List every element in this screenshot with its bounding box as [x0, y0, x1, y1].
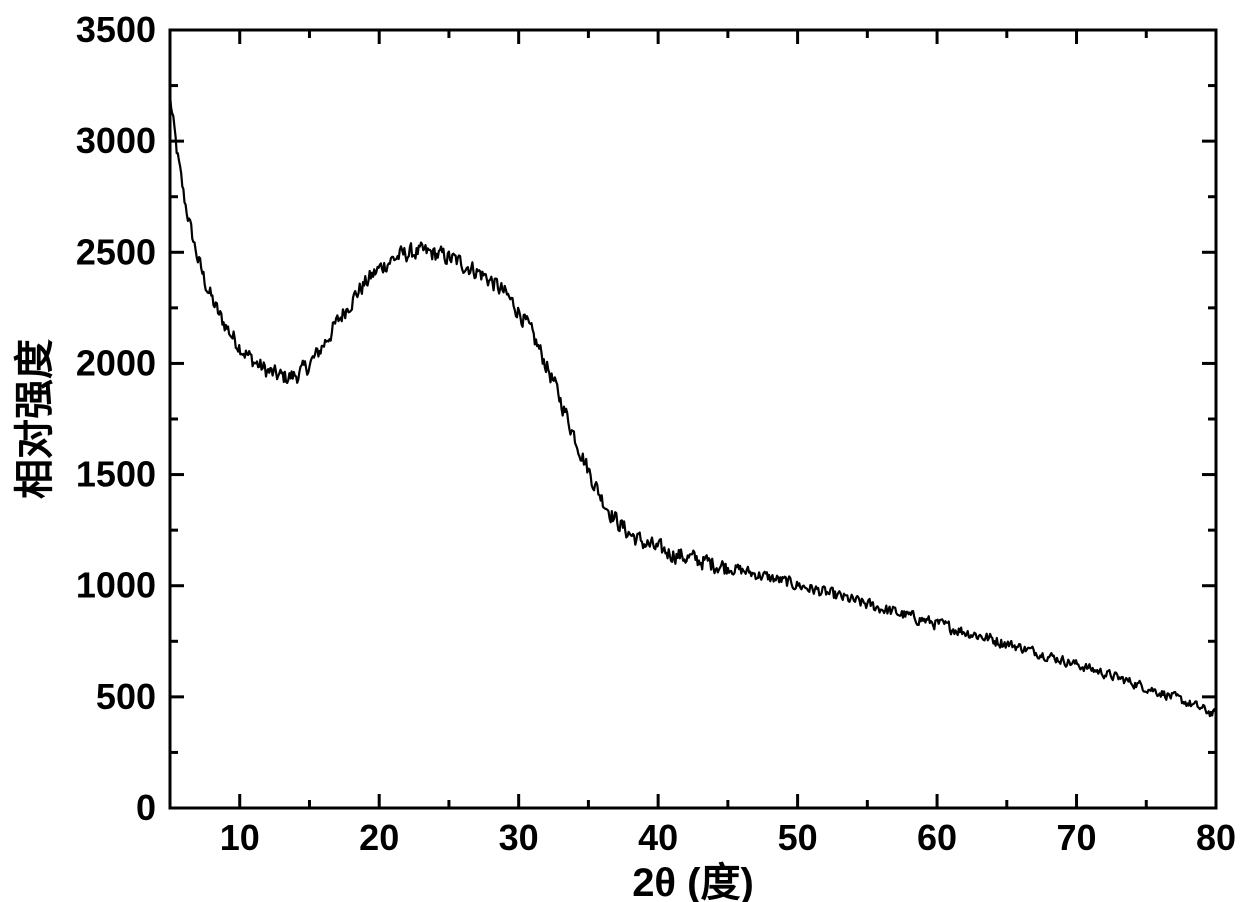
y-tick-label: 0: [136, 787, 156, 828]
y-tick-label: 2500: [76, 231, 156, 272]
x-tick-label: 60: [917, 817, 957, 858]
y-tick-label: 3000: [76, 120, 156, 161]
y-tick-label: 500: [96, 676, 156, 717]
x-tick-label: 70: [1057, 817, 1097, 858]
y-tick-label: 1000: [76, 565, 156, 606]
xrd-chart: 10 20 30 40 50 60 70 80 0 500 1000 1500 2000 2500 3000…: [0, 0, 1240, 902]
x-axis-label: 2θ (度): [632, 861, 754, 902]
y-tick-label: 3500: [76, 9, 156, 50]
x-tick-label: 80: [1196, 817, 1236, 858]
y-tick-label: 1500: [76, 454, 156, 495]
x-tick-label: 20: [359, 817, 399, 858]
y-axis-label: 相对强度: [13, 339, 57, 499]
x-tick-label: 10: [220, 817, 260, 858]
x-tick-label: 40: [638, 817, 678, 858]
y-tick-label: 2000: [76, 342, 156, 383]
x-tick-label: 50: [778, 817, 818, 858]
x-tick-label: 30: [499, 817, 539, 858]
chart-container: 10 20 30 40 50 60 70 80 0 500 1000 1500 2000 2500 3000…: [0, 0, 1240, 902]
